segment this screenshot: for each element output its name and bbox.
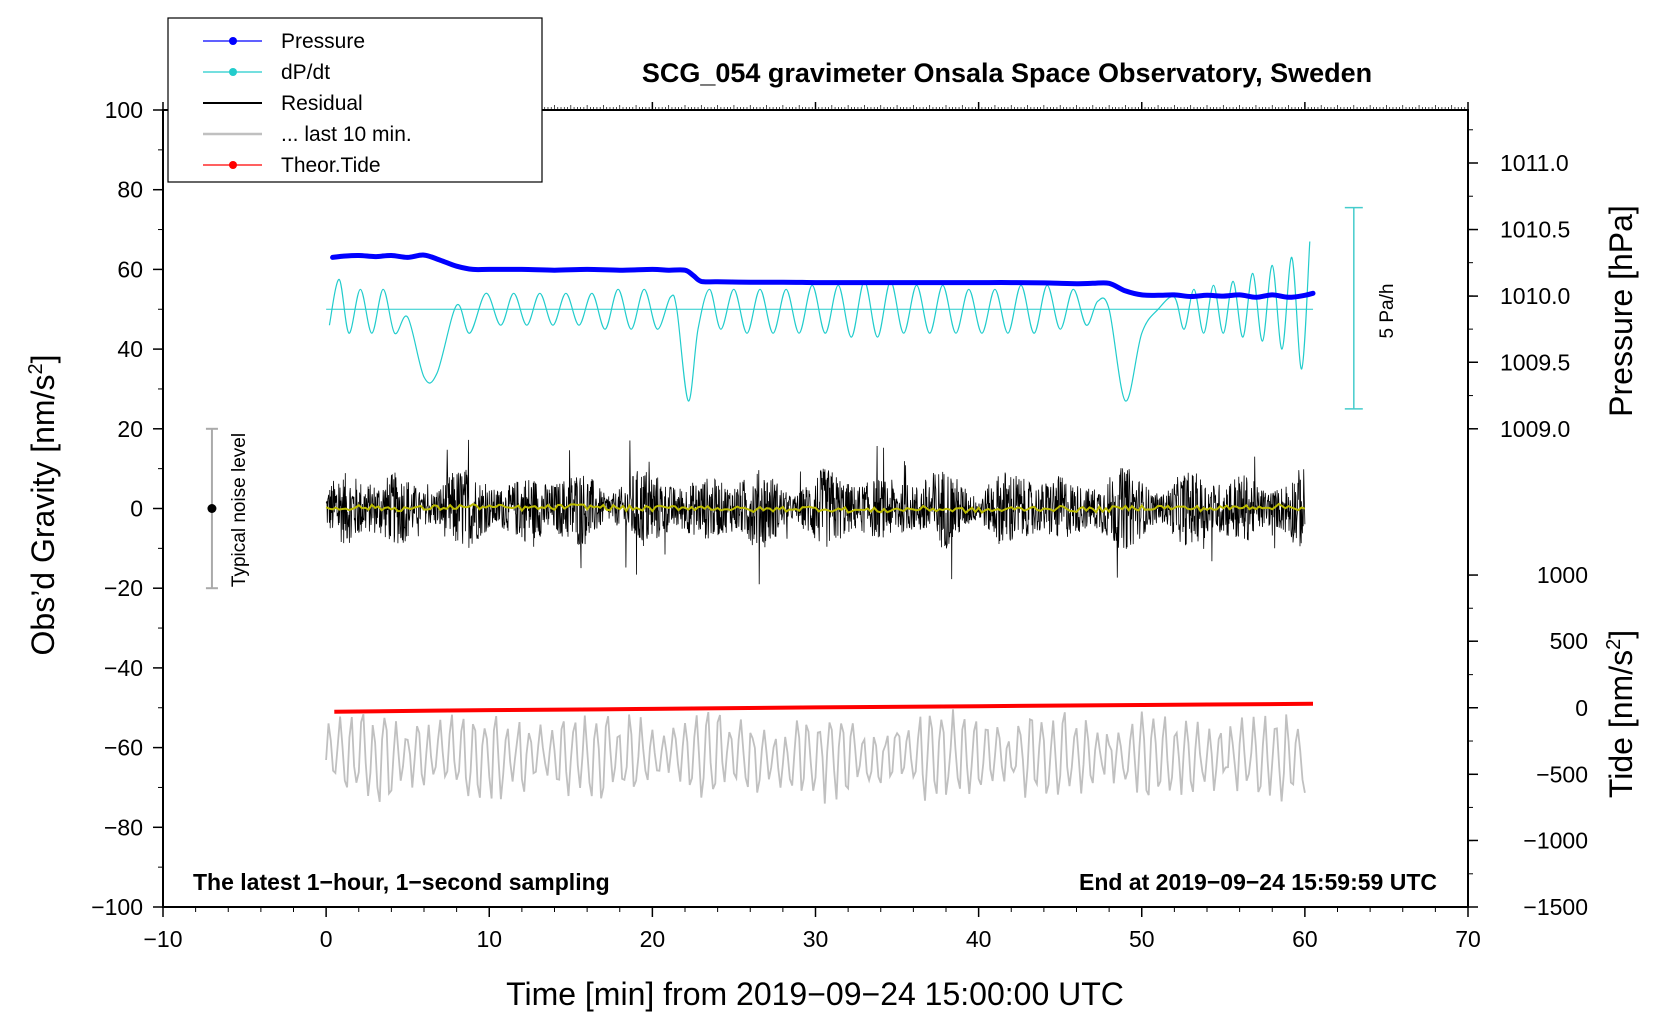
residual-line xyxy=(325,439,1306,585)
y-tide-label-end: ] xyxy=(1603,630,1639,639)
legend-label: Pressure xyxy=(281,30,365,53)
y-left-tick-label: −40 xyxy=(104,655,143,681)
x-tick-label: 40 xyxy=(966,926,992,952)
sampling-note: The latest 1−hour, 1−second sampling xyxy=(193,869,610,895)
x-tick-label: 10 xyxy=(476,926,502,952)
y-tide-tick-label: −500 xyxy=(1536,761,1588,787)
x-tick-label: 60 xyxy=(1292,926,1318,952)
y-left-label-end: ] xyxy=(25,355,61,364)
dpdt-scale-label: 5 Pa/h xyxy=(1377,284,1398,339)
pressure-line xyxy=(330,252,1316,300)
y-pressure-tick-label: 1010.5 xyxy=(1500,217,1570,243)
noise-level-dot xyxy=(207,504,217,513)
y-axis-title-tide: Tide [nm/s2] xyxy=(1603,630,1639,798)
y-left-tick-label: −20 xyxy=(104,575,143,601)
y-tide-tick-label: 1000 xyxy=(1537,562,1588,588)
x-tick-label: 0 xyxy=(320,926,333,952)
y-left-tick-label: 100 xyxy=(105,97,143,123)
y-left-tick-label: 60 xyxy=(117,256,143,282)
axis-ticks: −10 0 10 20 30 40 50 60 70−100−80−60−40−20020406… xyxy=(91,97,1588,952)
y-pressure-tick-label: 1009.0 xyxy=(1500,416,1570,442)
y-pressure-tick-label: 1011.0 xyxy=(1500,150,1569,176)
scale-bars xyxy=(205,206,1363,590)
legend-marker xyxy=(229,161,237,169)
y-pressure-tick-label: 1009.5 xyxy=(1500,349,1570,375)
x-tick-label: −10 xyxy=(143,926,182,952)
last-10-min-line xyxy=(325,709,1306,804)
x-tick-label: 70 xyxy=(1455,926,1481,952)
y-tide-tick-label: 500 xyxy=(1550,628,1588,654)
y-left-tick-label: −100 xyxy=(91,894,143,920)
legend: Pressure dP/dt Residual ... last 10 min. The… xyxy=(167,17,543,183)
theor-tide-line xyxy=(334,701,1314,714)
dpdt-line xyxy=(328,241,1311,402)
x-tick-label: 50 xyxy=(1129,926,1155,952)
chart-title: SCG_054 gravimeter Onsala Space Observat… xyxy=(642,58,1372,88)
legend-marker xyxy=(229,68,237,76)
y-left-tick-label: −60 xyxy=(104,735,143,761)
y-pressure-tick-label: 1010.0 xyxy=(1500,283,1570,309)
x-tick-label: 20 xyxy=(640,926,666,952)
y-left-label-sup: 2 xyxy=(25,363,47,374)
legend-marker xyxy=(229,37,237,45)
legend-label: ... last 10 min. xyxy=(281,123,412,146)
y-left-tick-label: 0 xyxy=(130,496,143,522)
y-tide-tick-label: −1500 xyxy=(1523,894,1588,920)
y-left-label-main: Obs’d Gravity [nm/s xyxy=(25,375,61,656)
y-axis-title-left: Obs’d Gravity [nm/s2] xyxy=(25,355,61,656)
series-layer xyxy=(325,241,1316,804)
y-left-tick-label: 40 xyxy=(117,336,143,362)
x-tick-label: 30 xyxy=(803,926,829,952)
legend-label: dP/dt xyxy=(281,61,330,84)
residual-smoothed-line xyxy=(325,502,1306,515)
y-axis-title-pressure: Pressure [hPa] xyxy=(1603,205,1639,417)
legend-label: Residual xyxy=(281,92,363,115)
y-tide-tick-label: −1000 xyxy=(1523,827,1588,853)
y-left-tick-label: 80 xyxy=(117,177,143,203)
legend-entries: Pressure dP/dt Residual ... last 10 min. The… xyxy=(203,30,412,177)
x-axis-title: Time [min] from 2019−09−24 15:00:00 UTC xyxy=(506,976,1124,1012)
legend-label: Theor.Tide xyxy=(281,154,381,177)
noise-level-label: Typical noise level xyxy=(229,433,250,587)
y-tide-tick-label: 0 xyxy=(1575,695,1588,721)
y-left-tick-label: −80 xyxy=(104,814,143,840)
legend-box xyxy=(167,17,543,183)
y-left-tick-label: 20 xyxy=(117,416,143,442)
end-time-note: End at 2019−09−24 15:59:59 UTC xyxy=(1079,869,1437,895)
y-tide-label-sup: 2 xyxy=(1603,639,1625,650)
y-tide-label-main: Tide [nm/s xyxy=(1603,650,1639,798)
